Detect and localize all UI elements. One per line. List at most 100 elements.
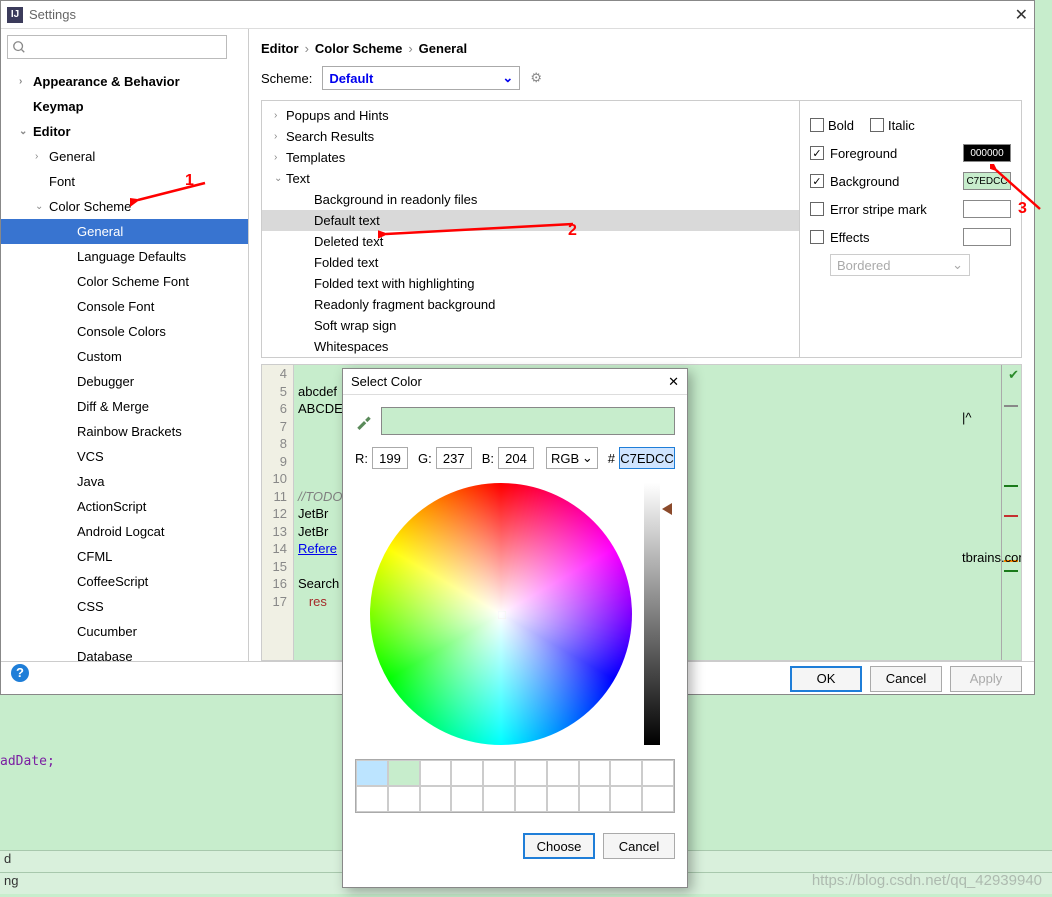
cancel-button[interactable]: Cancel xyxy=(870,666,942,692)
category-readonly-fragment-background[interactable]: Readonly fragment background xyxy=(262,294,799,315)
color-dialog: Select Color ✕ R: G: B: RGB⌄ # Choose xyxy=(342,368,688,888)
palette-cell[interactable] xyxy=(388,760,420,786)
g-input[interactable] xyxy=(436,447,472,469)
sidebar: ›Appearance & BehaviorKeymap⌄Editor›Gene… xyxy=(1,29,249,661)
palette-cell[interactable] xyxy=(515,760,547,786)
tree-item-editor[interactable]: ⌄Editor xyxy=(1,119,248,144)
background-code-fragment: adDate; xyxy=(0,754,55,769)
tree-item-custom[interactable]: Custom xyxy=(1,344,248,369)
tree-item-cucumber[interactable]: Cucumber xyxy=(1,619,248,644)
palette-cell[interactable] xyxy=(547,760,579,786)
palette-cell[interactable] xyxy=(579,786,611,812)
italic-checkbox[interactable] xyxy=(870,118,884,132)
category-popups-and-hints[interactable]: ›Popups and Hints xyxy=(262,105,799,126)
palette-cell[interactable] xyxy=(642,786,674,812)
marker-column: ✔ xyxy=(1001,365,1021,660)
category-templates[interactable]: ›Templates xyxy=(262,147,799,168)
expand-icon: › xyxy=(274,110,286,121)
tree-item-diff-merge[interactable]: Diff & Merge xyxy=(1,394,248,419)
effects-swatch[interactable] xyxy=(963,228,1011,246)
error-stripe-checkbox[interactable] xyxy=(810,202,824,216)
expand-icon: ⌄ xyxy=(19,126,31,137)
tree-item-database[interactable]: Database xyxy=(1,644,248,661)
palette-cell[interactable] xyxy=(356,760,388,786)
choose-button[interactable]: Choose xyxy=(523,833,595,859)
palette-cell[interactable] xyxy=(451,760,483,786)
background-checkbox[interactable] xyxy=(810,174,824,188)
tree-item-cfml[interactable]: CFML xyxy=(1,544,248,569)
eyedropper-icon[interactable] xyxy=(355,412,373,430)
tree-item-debugger[interactable]: Debugger xyxy=(1,369,248,394)
effects-checkbox[interactable] xyxy=(810,230,824,244)
color-cancel-button[interactable]: Cancel xyxy=(603,833,675,859)
tree-item-android-logcat[interactable]: Android Logcat xyxy=(1,519,248,544)
palette-cell[interactable] xyxy=(515,786,547,812)
palette-cell[interactable] xyxy=(451,786,483,812)
palette-cell[interactable] xyxy=(420,760,452,786)
palette-cell[interactable] xyxy=(547,786,579,812)
tree-item-rainbow-brackets[interactable]: Rainbow Brackets xyxy=(1,419,248,444)
tree-item-console-colors[interactable]: Console Colors xyxy=(1,319,248,344)
error-stripe-swatch[interactable] xyxy=(963,200,1011,218)
background-swatch[interactable]: C7EDCC xyxy=(963,172,1011,190)
foreground-checkbox[interactable] xyxy=(810,146,824,160)
palette-cell[interactable] xyxy=(610,760,642,786)
palette-cell[interactable] xyxy=(642,760,674,786)
tree-item-general[interactable]: General xyxy=(1,219,248,244)
tree-item-console-font[interactable]: Console Font xyxy=(1,294,248,319)
gear-icon[interactable]: ⚙ xyxy=(530,70,542,86)
tree-item-color-scheme-font[interactable]: Color Scheme Font xyxy=(1,269,248,294)
color-dialog-title: Select Color xyxy=(351,374,422,389)
category-folded-text[interactable]: Folded text xyxy=(262,252,799,273)
tree-item-java[interactable]: Java xyxy=(1,469,248,494)
slider-handle[interactable] xyxy=(662,503,672,515)
category-whitespaces[interactable]: Whitespaces xyxy=(262,336,799,357)
category-text[interactable]: ⌄Text xyxy=(262,168,799,189)
tree-item-general[interactable]: ›General xyxy=(1,144,248,169)
tree-item-actionscript[interactable]: ActionScript xyxy=(1,494,248,519)
breadcrumb: Editor›Color Scheme›General xyxy=(249,29,1034,66)
category-background-in-readonly-files[interactable]: Background in readonly files xyxy=(262,189,799,210)
tree-item-appearance-behavior[interactable]: ›Appearance & Behavior xyxy=(1,69,248,94)
expand-icon: › xyxy=(274,131,286,142)
hex-input[interactable] xyxy=(619,447,675,469)
tree-item-css[interactable]: CSS xyxy=(1,594,248,619)
bold-checkbox[interactable] xyxy=(810,118,824,132)
value-slider[interactable] xyxy=(644,483,660,745)
tree-item-color-scheme[interactable]: ⌄Color Scheme xyxy=(1,194,248,219)
tree-item-font[interactable]: Font xyxy=(1,169,248,194)
palette-cell[interactable] xyxy=(610,786,642,812)
r-input[interactable] xyxy=(372,447,408,469)
scheme-select[interactable]: Default⌄ xyxy=(322,66,520,90)
palette-cell[interactable] xyxy=(356,786,388,812)
b-input[interactable] xyxy=(498,447,534,469)
category-search-results[interactable]: ›Search Results xyxy=(262,126,799,147)
tree-item-language-defaults[interactable]: Language Defaults xyxy=(1,244,248,269)
search-input[interactable] xyxy=(7,35,227,59)
tree-item-keymap[interactable]: Keymap xyxy=(1,94,248,119)
expand-icon: ⌄ xyxy=(274,173,286,184)
close-icon[interactable]: ✕ xyxy=(668,374,679,390)
tree-item-vcs[interactable]: VCS xyxy=(1,444,248,469)
category-soft-wrap-sign[interactable]: Soft wrap sign xyxy=(262,315,799,336)
wheel-cursor[interactable] xyxy=(498,611,506,619)
effects-type-select: Bordered⌄ xyxy=(830,254,970,276)
palette-cell[interactable] xyxy=(483,786,515,812)
foreground-swatch[interactable]: 000000 xyxy=(963,144,1011,162)
palette-cell[interactable] xyxy=(388,786,420,812)
color-wheel[interactable] xyxy=(370,483,632,745)
category-deleted-text[interactable]: Deleted text xyxy=(262,231,799,252)
palette-cell[interactable] xyxy=(420,786,452,812)
tree-item-coffeescript[interactable]: CoffeeScript xyxy=(1,569,248,594)
color-mode-select[interactable]: RGB⌄ xyxy=(546,447,598,469)
chevron-down-icon: ⌄ xyxy=(952,257,963,273)
category-default-text[interactable]: Default text xyxy=(262,210,799,231)
category-folded-text-with-highlighting[interactable]: Folded text with highlighting xyxy=(262,273,799,294)
help-icon[interactable]: ? xyxy=(11,664,29,682)
palette-cell[interactable] xyxy=(483,760,515,786)
attributes-panel: Bold Italic Foreground 000000 Background… xyxy=(799,101,1021,357)
titlebar: IJ Settings ✕ xyxy=(1,1,1034,29)
palette-cell[interactable] xyxy=(579,760,611,786)
close-icon[interactable]: ✕ xyxy=(1008,5,1028,25)
ok-button[interactable]: OK xyxy=(790,666,862,692)
